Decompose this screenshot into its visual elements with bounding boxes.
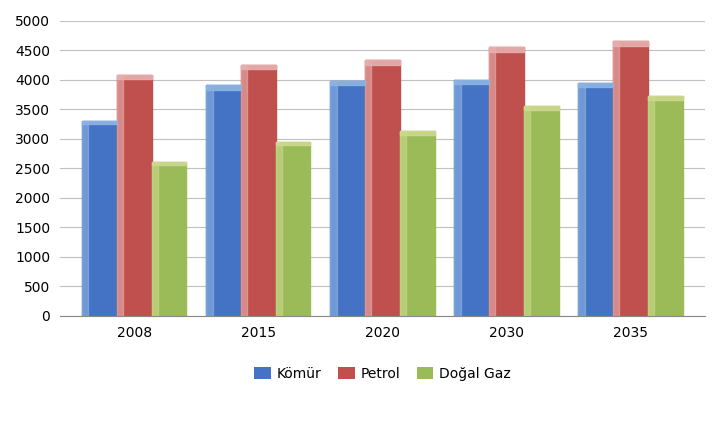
Bar (524, 106, 559, 110)
Bar (117, 75, 123, 316)
Bar (578, 83, 613, 316)
Bar (117, 75, 152, 316)
Bar (400, 131, 435, 134)
Bar (82, 121, 89, 316)
Bar (241, 65, 276, 69)
Bar (330, 81, 336, 316)
Bar (524, 106, 559, 316)
Bar (206, 86, 241, 89)
Bar (206, 86, 212, 316)
Bar (365, 60, 400, 65)
Bar (152, 162, 186, 316)
Bar (489, 47, 495, 316)
Bar (400, 131, 406, 316)
Bar (330, 81, 365, 85)
Bar (276, 142, 310, 145)
Bar (365, 60, 400, 316)
Bar (454, 79, 489, 316)
Bar (276, 142, 282, 316)
Bar (613, 41, 648, 46)
Bar (489, 47, 524, 316)
Bar (648, 96, 654, 316)
Bar (241, 65, 247, 316)
Bar (613, 41, 619, 316)
Bar (152, 162, 186, 165)
Bar (241, 65, 276, 316)
Bar (330, 81, 365, 316)
Bar (276, 142, 310, 316)
Bar (206, 86, 241, 316)
Bar (489, 47, 524, 52)
Bar (454, 79, 489, 84)
Bar (454, 79, 461, 316)
Bar (578, 83, 613, 87)
Bar (648, 96, 683, 100)
Bar (400, 131, 435, 316)
Bar (152, 162, 158, 316)
Bar (82, 121, 117, 316)
Bar (613, 41, 648, 316)
Bar (578, 83, 585, 316)
Bar (524, 106, 530, 316)
Bar (648, 96, 683, 316)
Bar (117, 75, 152, 79)
Bar (82, 121, 117, 124)
Bar (365, 60, 372, 316)
Legend: Kömür, Petrol, Doğal Gaz: Kömür, Petrol, Doğal Gaz (248, 361, 516, 386)
